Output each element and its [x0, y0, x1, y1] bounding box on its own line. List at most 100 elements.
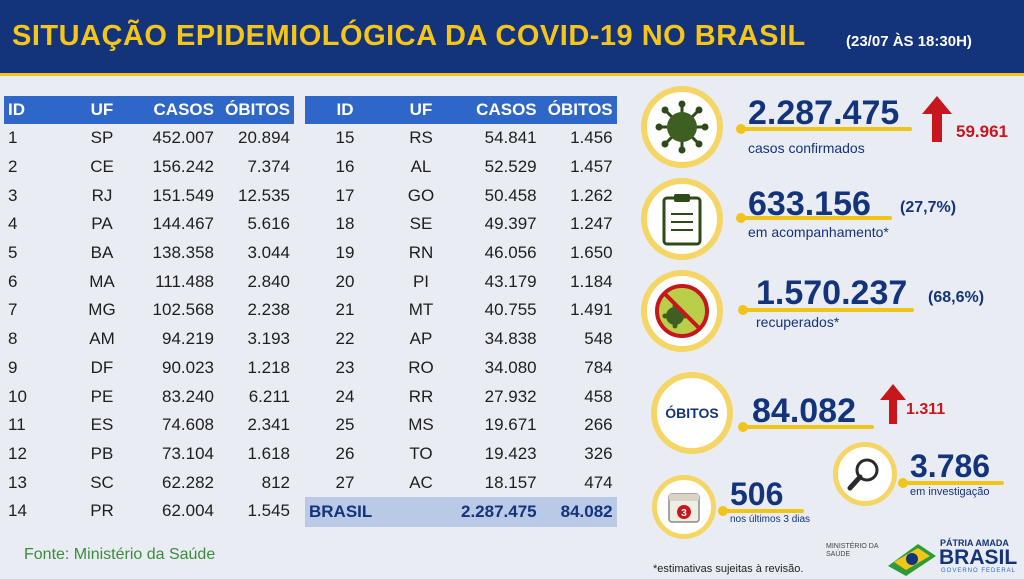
- row-casos: 34.080: [484, 357, 537, 377]
- recovered-value: 1.570.237: [756, 274, 908, 312]
- row-id: 13: [8, 472, 27, 492]
- row-casos: 111.488: [155, 271, 214, 291]
- row-obitos: 20.894: [238, 128, 290, 148]
- row-obitos: 1.491: [570, 300, 613, 320]
- col-id: ID: [305, 96, 385, 124]
- virus-icon: [641, 86, 723, 168]
- monitoring-label: em acompanhamento*: [748, 224, 889, 240]
- deaths-value: 84.082: [752, 392, 856, 430]
- row-casos: 54.841: [484, 128, 537, 148]
- row-id: 25: [335, 415, 355, 435]
- row-id: 27: [335, 472, 355, 492]
- row-id: 14: [8, 501, 27, 521]
- underline-dot: [718, 506, 728, 516]
- table-row: 16 AL 52.529 1.457: [305, 153, 617, 182]
- col-id: ID: [4, 96, 66, 124]
- row-casos: 19.423: [484, 443, 537, 463]
- magnifier-icon: [833, 442, 897, 506]
- row-casos: 138.358: [152, 243, 214, 263]
- table-row: 3 RJ 151.549 12.535: [4, 181, 294, 210]
- row-uf: SP: [90, 128, 114, 148]
- table-row: 11 ES 74.608 2.341: [4, 411, 294, 440]
- row-id: 6: [8, 271, 18, 291]
- col-obitos: ÓBITOS: [218, 96, 294, 124]
- row-id: 4: [8, 214, 18, 234]
- row-uf: PA: [91, 214, 113, 234]
- row-id: 3: [8, 185, 18, 205]
- row-id: 23: [335, 357, 355, 377]
- row-casos: 144.467: [152, 214, 214, 234]
- row-uf: SC: [90, 472, 114, 492]
- up-arrow-icon: [922, 96, 952, 142]
- row-casos: 46.056: [484, 243, 537, 263]
- row-obitos: 812: [261, 472, 290, 492]
- underline-dot: [898, 478, 908, 488]
- update-date: (23/07 ÀS 18:30H): [846, 33, 972, 50]
- underline: [744, 425, 874, 429]
- row-uf: GO: [407, 185, 435, 205]
- row-id: 22: [335, 329, 355, 349]
- table-row: 15 RS 54.841 1.456: [305, 124, 617, 153]
- table-header-row: ID UF CASOS ÓBITOS: [4, 96, 294, 124]
- row-id: 24: [335, 386, 355, 406]
- row-casos: 43.179: [484, 271, 537, 291]
- row-casos: 62.282: [162, 472, 214, 492]
- row-id: 8: [8, 329, 18, 349]
- row-obitos: 474: [584, 472, 613, 492]
- row-obitos: 12.535: [238, 185, 290, 205]
- row-id: 11: [8, 415, 26, 435]
- ministry-logo-line1: MINISTÉRIO DA: [826, 543, 879, 550]
- row-uf: PE: [90, 386, 114, 406]
- col-obitos: ÓBITOS: [540, 96, 617, 124]
- col-uf: UF: [385, 96, 457, 124]
- deaths-badge: ÓBITOS: [651, 372, 733, 454]
- ministry-logo: MINISTÉRIO DA SAÚDE: [826, 543, 879, 559]
- row-uf: SE: [409, 214, 433, 234]
- ministry-logo-line2: SAÚDE: [826, 551, 851, 558]
- row-id: 19: [335, 243, 355, 263]
- underline: [744, 308, 914, 312]
- row-casos: 18.157: [484, 472, 537, 492]
- gov-logo-line1: PÁTRIA AMADA: [940, 538, 1009, 548]
- row-uf: TO: [409, 443, 433, 463]
- row-obitos: 3.044: [247, 243, 290, 263]
- table-row: 17 GO 50.458 1.262: [305, 181, 617, 210]
- deaths-badge-label: ÓBITOS: [665, 405, 719, 421]
- row-obitos: 2.840: [247, 271, 290, 291]
- table-row: 6 MA 111.488 2.840: [4, 267, 294, 296]
- table-row: 1 SP 452.007 20.894: [4, 124, 294, 153]
- row-casos: 62.004: [162, 501, 214, 521]
- row-obitos: 3.193: [247, 329, 290, 349]
- col-uf: UF: [66, 96, 138, 124]
- row-id: 26: [335, 443, 355, 463]
- brasil-total-row: BRASIL 2.287.475 84.082: [305, 496, 617, 527]
- row-obitos: 1.650: [570, 243, 613, 263]
- investigation-label: em investigação: [910, 486, 990, 498]
- estimate-note: *estimativas sujeitas à revisão.: [653, 563, 804, 575]
- table-row: 26 TO 19.423 326: [305, 440, 617, 469]
- table-row: 25 MS 19.671 266: [305, 411, 617, 440]
- underline-dot: [738, 305, 748, 315]
- row-uf: AP: [409, 329, 433, 349]
- row-casos: 94.219: [162, 329, 214, 349]
- states-table-1: ID UF CASOS ÓBITOS 1 SP 452.007 20.894 2 CE 15…: [4, 96, 294, 526]
- row-obitos: 784: [584, 357, 613, 377]
- row-obitos: 6.211: [248, 386, 290, 406]
- row-obitos: 1.545: [247, 501, 290, 521]
- row-obitos: 1.457: [570, 157, 613, 177]
- gov-logo: PÁTRIA AMADA BRASIL GOVERNO FEDERAL: [888, 536, 1017, 579]
- calendar-number: 3: [681, 508, 687, 519]
- confirmed-label: casos confirmados: [748, 140, 865, 156]
- table-row: 7 MG 102.568 2.238: [4, 296, 294, 325]
- row-id: 12: [8, 443, 27, 463]
- deaths-delta: 1.311: [906, 401, 946, 418]
- row-obitos: 1.456: [570, 128, 613, 148]
- total-label: BRASIL: [305, 496, 457, 527]
- underline-dot: [738, 422, 748, 432]
- row-uf: MA: [89, 271, 115, 291]
- underline: [724, 509, 804, 513]
- table-row: 10 PE 83.240 6.211: [4, 382, 294, 411]
- table-row: 5 BA 138.358 3.044: [4, 239, 294, 268]
- table-row: 23 RO 34.080 784: [305, 354, 617, 383]
- clipboard-icon: [641, 178, 723, 260]
